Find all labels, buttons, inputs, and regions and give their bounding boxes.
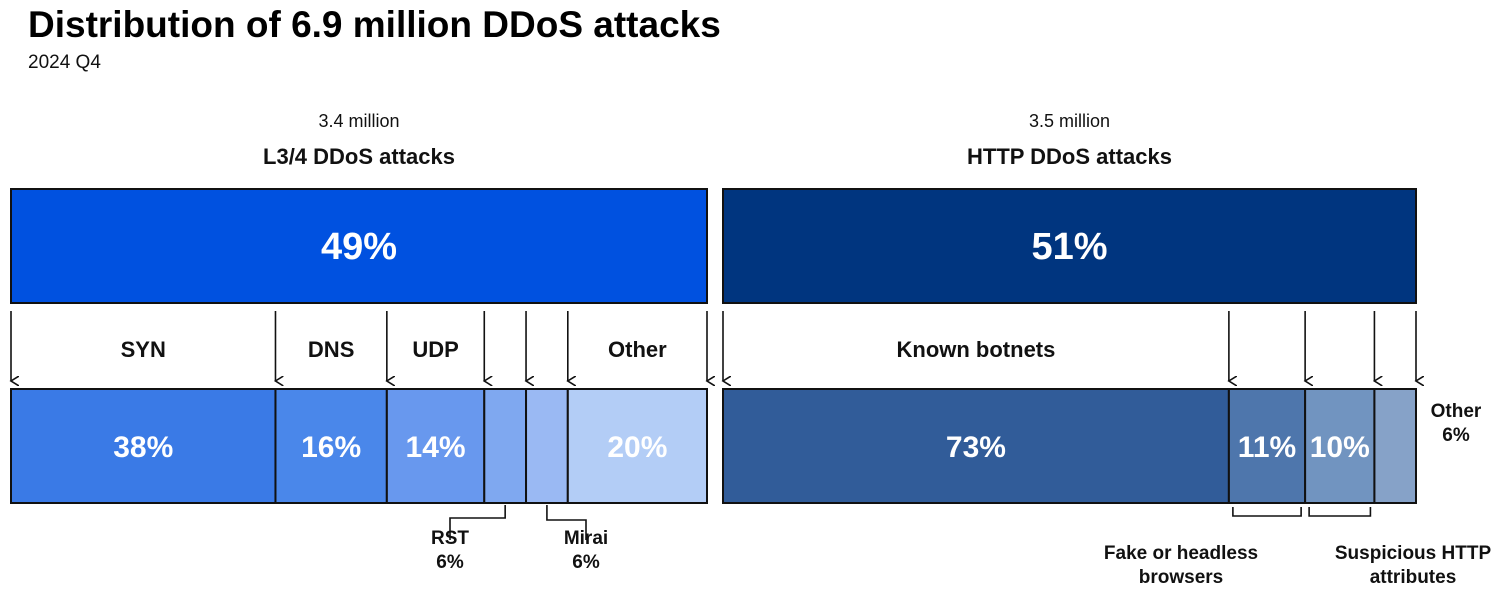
http-ddos-attacks-other-note-value: 6% <box>1442 425 1470 446</box>
http-ddos-attacks-share-label: 51% <box>1031 226 1107 268</box>
http-ddos-attacks-fake-or-headless-browsers-bracket <box>1232 507 1302 517</box>
http-ddos-attacks-known-botnets-category-label: Known botnets <box>897 337 1056 362</box>
l3-4-ddos-attacks-other-category-label: Other <box>608 337 667 362</box>
l3-4-ddos-attacks-syn-value-label: 38% <box>113 431 173 464</box>
l3-4-ddos-attacks-share-label: 49% <box>321 226 397 268</box>
http-ddos-attacks-fake-or-headless-browsers-category-label-line1: Fake or headless <box>1104 543 1258 564</box>
http-ddos-attacks-suspicious-http-attributes-value-label: 10% <box>1310 431 1370 464</box>
http-ddos-attacks-fake-or-headless-browsers-value-label: 11% <box>1238 431 1296 464</box>
l3-4-ddos-attacks-share-bar <box>10 188 708 304</box>
http-ddos-attacks-fake-or-headless-browsers-category-label-line2: browsers <box>1139 567 1223 588</box>
http-ddos-attacks-suspicious-http-attributes-bracket <box>1308 507 1372 517</box>
l3-4-ddos-attacks-syn-bar <box>10 388 277 504</box>
l3-4-ddos-attacks-dns-bar <box>274 388 388 504</box>
http-ddos-attacks-title: HTTP DDoS attacks <box>967 144 1172 169</box>
http-ddos-attacks-suspicious-http-attributes-category-label-line2: attributes <box>1370 567 1457 588</box>
http-ddos-attacks-other-note-label: Other 6% <box>1431 401 1482 446</box>
http-ddos-attacks-count: 3.5 million <box>1029 111 1110 131</box>
chart-subtitle: 2024 Q4 <box>28 52 101 73</box>
l3-4-ddos-attacks-other-bar <box>566 388 708 504</box>
l3-4-ddos-attacks-mirai-note-value: 6% <box>572 552 600 573</box>
chart-title: Distribution of 6.9 million DDoS attacks <box>28 4 721 45</box>
l3-4-ddos-attacks-count: 3.4 million <box>318 111 399 131</box>
http-ddos-attacks-suspicious-http-attributes-category-label: Suspicious HTTP attributes <box>1335 543 1492 588</box>
l3-4-ddos-attacks-rst-leader <box>449 505 506 540</box>
http-ddos-attacks-share-bar <box>722 188 1417 304</box>
http-ddos-attacks-suspicious-http-attributes-bar <box>1304 388 1376 504</box>
l3-4-ddos-attacks-mirai-leader <box>546 505 587 540</box>
l3-4-ddos-attacks-syn-category-label: SYN <box>121 337 166 362</box>
http-ddos-attacks-known-botnets-value-label: 73% <box>946 431 1006 464</box>
l3-4-ddos-attacks-other-value-label: 20% <box>607 431 667 464</box>
l3-4-ddos-attacks-rst-bar <box>483 388 528 504</box>
l3-4-ddos-attacks-mirai-bar <box>525 388 569 504</box>
l3-4-ddos-attacks-dns-value-label: 16% <box>301 431 361 464</box>
http-ddos-attacks-other-bar <box>1373 388 1418 504</box>
l3-4-ddos-attacks-udp-category-label: UDP <box>412 337 458 362</box>
l3-4-ddos-attacks-title: L3/4 DDoS attacks <box>263 144 455 169</box>
http-ddos-attacks-other-note-name: Other <box>1431 401 1482 422</box>
http-ddos-attacks-suspicious-http-attributes-category-label-line1: Suspicious HTTP <box>1335 543 1492 564</box>
chart-marks: 3.4 million L3/4 DDoS attacks 49% 38% 16% 14%… <box>11 111 1491 588</box>
l3-4-ddos-attacks-rst-note-value: 6% <box>436 552 464 573</box>
http-ddos-attacks-known-botnets-bar <box>722 388 1230 504</box>
l3-4-ddos-attacks-udp-value-label: 14% <box>406 431 466 464</box>
l3-4-ddos-attacks-dns-category-label: DNS <box>308 337 354 362</box>
http-ddos-attacks-fake-or-headless-browsers-category-label: Fake or headless browsers <box>1104 543 1258 588</box>
